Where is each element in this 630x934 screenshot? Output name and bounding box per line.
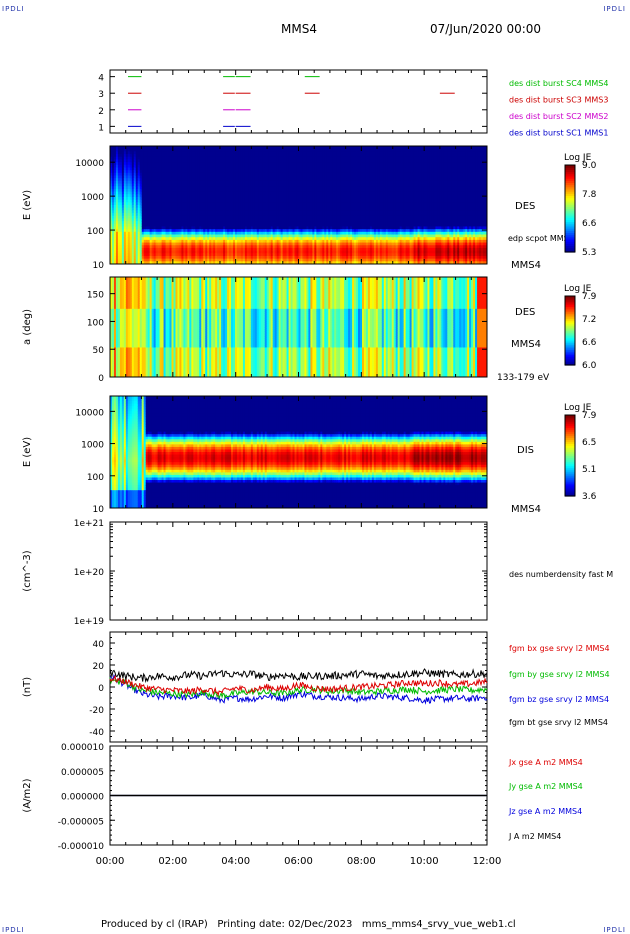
spectrogram-1	[110, 146, 488, 265]
y-tick-label: 3	[98, 90, 104, 100]
y-tick-label: 4	[98, 74, 104, 84]
panel-frame-0	[110, 70, 487, 133]
legend-des-dist-burst-sc1-mms1: des dist burst SC1 MMS1	[509, 129, 608, 138]
legend-des-dist-burst-sc4-mms4: des dist burst SC4 MMS4	[509, 79, 608, 88]
y-tick-label: 1	[98, 123, 104, 133]
legend-des-dist-burst-sc2-mms2: des dist burst SC2 MMS2	[509, 112, 608, 121]
y-tick-label: 2	[98, 107, 104, 117]
legend-des-dist-burst-sc3-mms3: des dist burst SC3 MMS3	[509, 96, 608, 105]
